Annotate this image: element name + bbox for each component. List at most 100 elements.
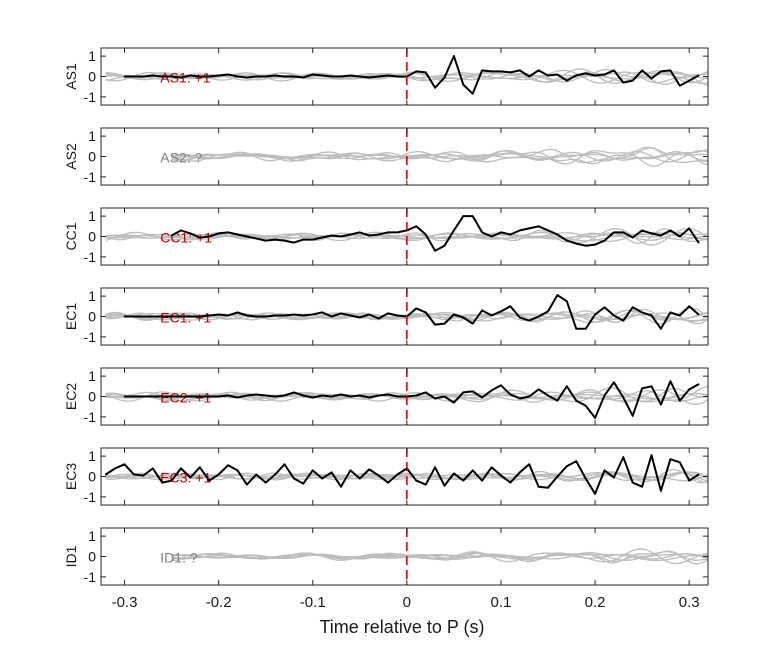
data-point (198, 236, 201, 239)
data-point (481, 309, 484, 312)
data-point (255, 393, 258, 396)
data-point (603, 394, 606, 397)
data-point (340, 485, 342, 488)
data-point (518, 229, 521, 232)
data-point (537, 388, 540, 391)
y-tick-label: 1 (88, 128, 96, 144)
data-point (170, 479, 173, 482)
data-point (227, 231, 229, 234)
data-point (575, 242, 578, 245)
data-point (443, 322, 446, 325)
data-point (368, 313, 371, 316)
data-point (349, 314, 352, 317)
data-point (575, 327, 578, 330)
background-traces (171, 548, 708, 565)
waveform-line (105, 454, 700, 495)
data-point (622, 396, 625, 399)
data-point (321, 236, 324, 239)
data-point (518, 69, 521, 72)
y-tick-label: 1 (88, 448, 96, 464)
data-point (556, 475, 559, 478)
data-point (434, 397, 436, 400)
data-point (415, 70, 418, 73)
data-point (189, 395, 192, 398)
y-tick-label: 1 (88, 48, 96, 64)
background-traces (171, 146, 708, 167)
y-tick-label: -1 (84, 169, 97, 185)
data-point (330, 395, 333, 398)
main-trace (170, 215, 700, 252)
x-tick-label: 0.3 (679, 594, 700, 611)
data-point (255, 75, 258, 78)
waveform-line (124, 294, 700, 330)
data-point (321, 74, 324, 77)
data-point (217, 232, 220, 235)
data-point (198, 75, 201, 78)
data-point (245, 483, 248, 486)
data-point (697, 74, 700, 77)
data-point (217, 395, 220, 398)
data-point (612, 476, 615, 479)
data-point (264, 394, 267, 397)
data-point (340, 75, 342, 78)
data-point (349, 395, 352, 398)
data-point (669, 311, 672, 314)
data-point (208, 314, 211, 317)
data-point (236, 311, 239, 314)
data-point (660, 234, 662, 237)
data-point (396, 75, 399, 78)
station-annotation: EC3: +1 (160, 470, 211, 486)
data-point (321, 477, 324, 480)
data-point (443, 76, 446, 79)
y-tick-label: 0 (88, 549, 96, 565)
data-point (104, 473, 107, 476)
data-point (490, 314, 493, 317)
data-point (678, 235, 681, 238)
data-point (161, 481, 164, 484)
data-point (387, 74, 389, 77)
main-trace (123, 294, 700, 330)
data-point (678, 314, 681, 317)
data-point (151, 467, 154, 470)
data-point (641, 229, 644, 232)
data-point (518, 471, 521, 474)
data-point (575, 460, 578, 463)
data-point (311, 396, 314, 399)
data-point (264, 315, 267, 318)
y-tick-label: 1 (88, 208, 96, 224)
data-point (330, 471, 333, 474)
data-point (584, 477, 587, 480)
data-point (142, 474, 145, 477)
data-point (641, 485, 644, 488)
x-tick-label: -0.2 (206, 594, 232, 611)
data-point (584, 72, 587, 75)
data-point (377, 75, 380, 78)
data-point (255, 473, 258, 476)
data-point (660, 403, 662, 406)
data-point (453, 313, 455, 316)
data-point (377, 317, 380, 320)
data-point (142, 315, 145, 318)
data-point (424, 483, 427, 486)
data-point (565, 239, 568, 242)
data-point (189, 74, 192, 77)
station-annotation: ID1: ? (160, 550, 198, 566)
data-point (462, 391, 465, 394)
data-point (434, 323, 436, 326)
data-point (697, 313, 700, 316)
data-point (368, 468, 371, 471)
data-point (321, 311, 324, 314)
data-point (293, 313, 295, 316)
data-point (697, 473, 700, 476)
data-point (481, 479, 484, 482)
data-point (565, 385, 568, 388)
data-point (302, 394, 305, 397)
data-point (669, 380, 672, 383)
data-point (133, 473, 135, 476)
data-point (481, 396, 484, 399)
data-point (424, 71, 427, 74)
